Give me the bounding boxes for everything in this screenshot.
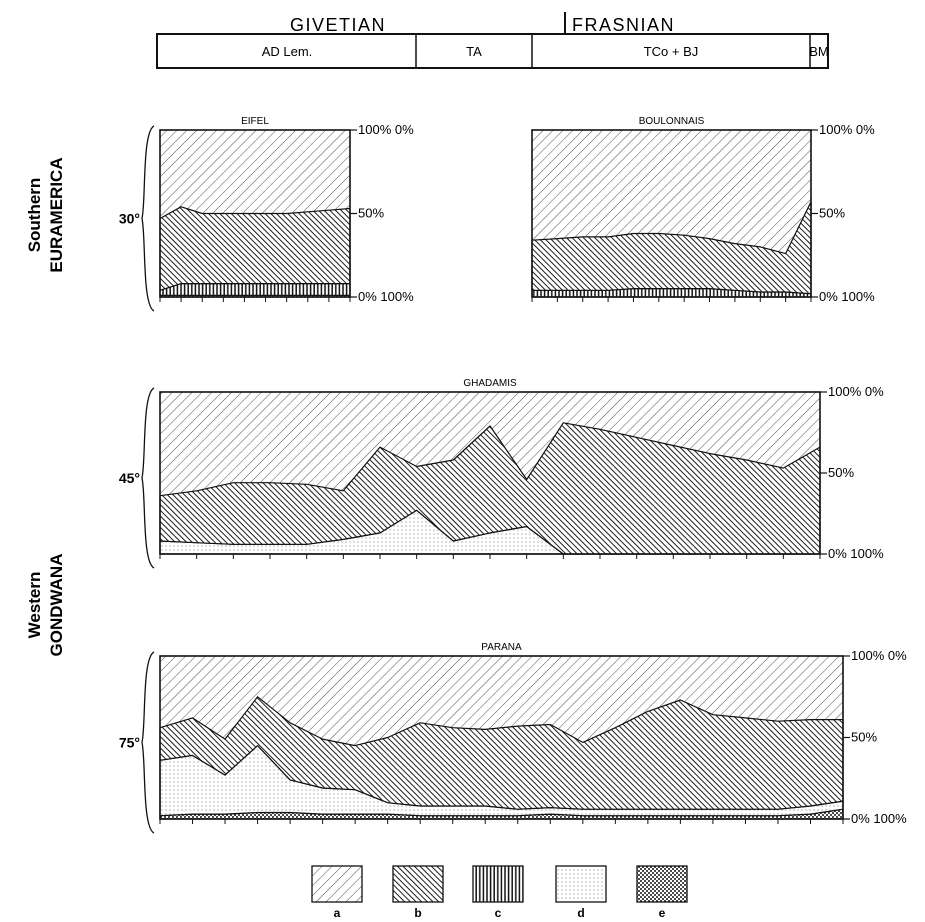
axis-label-bottom-right: 0% 100% [819,289,875,304]
panel-parana: 100% 0% 50% 0% 100% PARANA 75° [119,642,907,834]
axis-label-bottom-right: 0% 100% [851,811,907,826]
panel-title: GHADAMIS [463,378,517,389]
latitude-label: 45° [119,470,140,486]
legend-label-e: e [659,906,666,920]
axis-label-bottom-right: 0% 100% [828,546,884,561]
legend-item-d: d [555,865,607,920]
axis-label-bottom-right: 0% 100% [358,289,414,304]
axis-label-mid-right: 50% [819,206,845,221]
axis-label-mid-right: 50% [358,206,384,221]
stratigraphic-header: GIVETIAN FRASNIAN AD Lem. TA TCo + BJ BM [156,12,829,69]
zone-label-ad-lem: AD Lem. [262,44,313,59]
axis-label-top-right: 100% 0% [851,648,907,663]
area-series-b [159,206,351,291]
axis-label-mid-right: 50% [851,730,877,745]
legend-swatch-c [472,865,524,903]
legend-item-b: b [392,865,444,920]
zone-label-tco-bj: TCo + BJ [644,44,699,59]
legend-swatch-e [636,865,688,903]
stage-label-givetian: GIVETIAN [290,15,386,35]
legend-label-c: c [495,906,502,920]
legend-swatch-b [392,865,444,903]
latitude-label: 75° [119,735,140,751]
latitude-label: 30° [119,211,140,227]
legend-label-a: a [334,906,341,920]
legend-label-d: d [577,906,584,920]
legend-item-a: a [311,865,363,920]
chart-panels: 100% 0% 50% 0% 100% EIFEL 30° 100% 0% 50% 0% 10… [119,116,907,834]
legend-swatch-a [311,865,363,903]
zone-label-bm: BM [809,44,829,59]
stage-label-frasnian: FRASNIAN [572,15,675,35]
zone-label-ta: TA [466,44,482,59]
axis-label-top-right: 100% 0% [358,122,414,137]
region-label-line2: GONDWANA [47,554,66,657]
panel-boulonnais: 100% 0% 50% 0% 100% BOULONNAIS [531,116,875,304]
zone-bar [156,33,829,69]
axis-label-top-right: 100% 0% [828,384,884,399]
region-label-line1: Southern [25,178,44,253]
latitude-brace [141,125,155,312]
region-label-line1: Western [25,572,44,639]
region-label-line2: EURAMERICA [47,157,66,272]
legend-swatch-d [555,865,607,903]
panel-title: BOULONNAIS [639,116,705,127]
area-series-c [159,283,351,296]
panel-title: EIFEL [241,116,269,127]
axis-label-mid-right: 50% [828,465,854,480]
latitude-brace [141,387,155,569]
axis-label-top-right: 100% 0% [819,122,875,137]
panel-eifel: 100% 0% 50% 0% 100% EIFEL 30° [119,116,414,312]
legend-label-b: b [414,906,421,920]
legend: a b c d e [311,865,688,920]
panel-title: PARANA [481,642,522,653]
panel-ghadamis: 100% 0% 50% 0% 100% GHADAMIS 45° [119,378,884,569]
latitude-brace [141,651,155,834]
legend-item-c: c [472,865,524,920]
legend-item-e: e [636,865,688,920]
